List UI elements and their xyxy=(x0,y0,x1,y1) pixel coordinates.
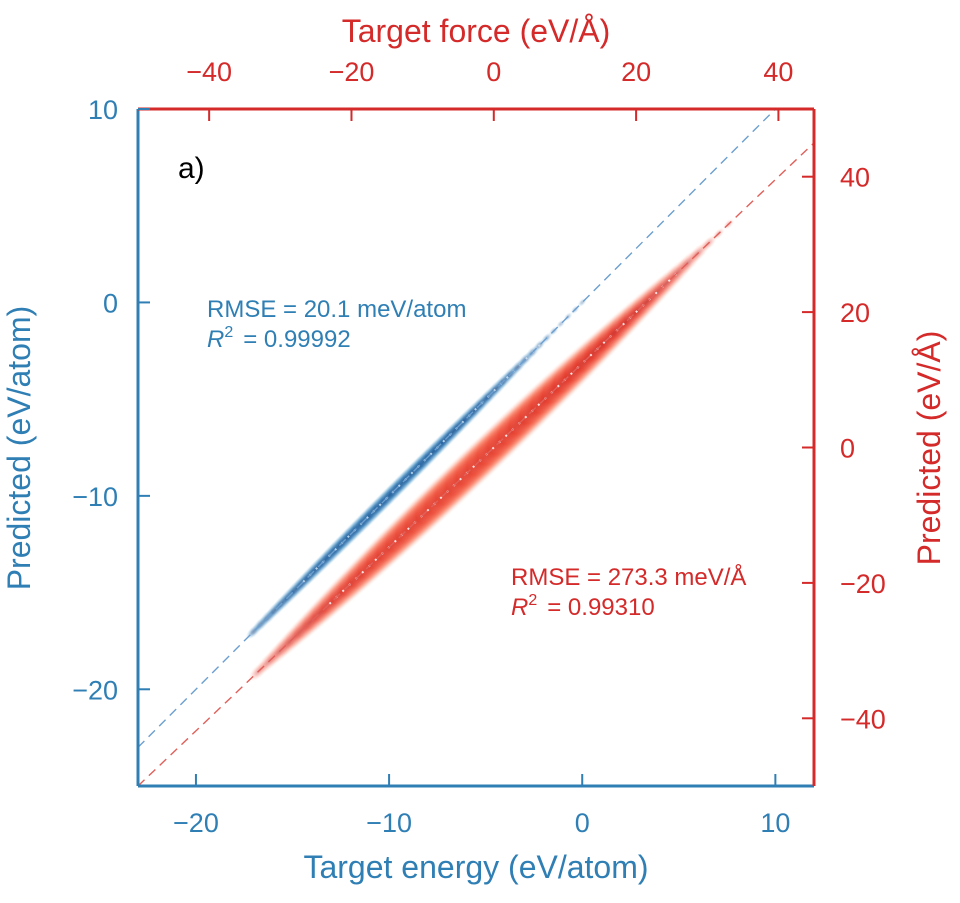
x-top-axis-label: Target force (eV/Å) xyxy=(342,13,611,49)
force-r2-symbol: R xyxy=(511,594,528,621)
x-top-tick-label-1: −20 xyxy=(329,57,375,87)
y-right-tick-label-0: −40 xyxy=(840,704,886,734)
x-bottom-tick-label-2: 0 xyxy=(575,808,590,838)
energy-r2-annotation: R2 = 0.99992 xyxy=(207,324,351,353)
energy-r2-symbol: R xyxy=(207,326,224,353)
energy-r2-exponent: 2 xyxy=(224,324,233,341)
x-bottom-tick-label-1: −10 xyxy=(366,808,412,838)
x-top-tick-label-3: 20 xyxy=(621,57,651,87)
y-left-tick-label-3: 10 xyxy=(88,95,118,125)
energy-reference-line xyxy=(138,109,776,748)
force-r2-value: = 0.99310 xyxy=(547,594,654,621)
force-r2-exponent: 2 xyxy=(528,592,537,609)
x-top-tick-label-2: 0 xyxy=(486,57,501,87)
x-bottom-axis-label: Target energy (eV/atom) xyxy=(303,849,648,885)
y-left-tick-label-0: −20 xyxy=(72,675,118,705)
y-right-tick-label-3: 20 xyxy=(840,298,870,328)
y-left-tick-label-2: 0 xyxy=(103,288,118,318)
reference-lines xyxy=(138,109,814,786)
x-top-tick-label-4: 40 xyxy=(763,57,793,87)
force-rmse-annotation: RMSE = 273.3 meV/Å xyxy=(511,563,746,591)
panel-label: a) xyxy=(178,152,205,185)
y-right-tick-label-2: 0 xyxy=(840,434,855,464)
y-right-tick-label-4: 40 xyxy=(840,163,870,193)
x-top-tick-label-0: −40 xyxy=(186,57,232,87)
x-bottom-tick-label-3: 10 xyxy=(760,808,790,838)
y-right-axis-label: Predicted (eV/Å) xyxy=(911,331,947,566)
energy-r2-value: = 0.99992 xyxy=(243,326,350,353)
force-reference-line xyxy=(138,142,814,786)
force-r2-annotation: R2 = 0.99310 xyxy=(511,592,655,621)
energy-rmse-annotation: RMSE = 20.1 meV/atom xyxy=(207,296,466,323)
y-left-tick-label-1: −10 xyxy=(72,482,118,512)
y-left-axis-label: Predicted (eV/atom) xyxy=(1,306,37,591)
y-right-tick-label-1: −20 xyxy=(840,569,886,599)
ticks-layer: −20 −10 0 10 −20 −10 0 10 −40 −20 0 20 40 −40 −20 0 20 40 xyxy=(72,57,886,838)
x-bottom-tick-label-0: −20 xyxy=(173,808,219,838)
